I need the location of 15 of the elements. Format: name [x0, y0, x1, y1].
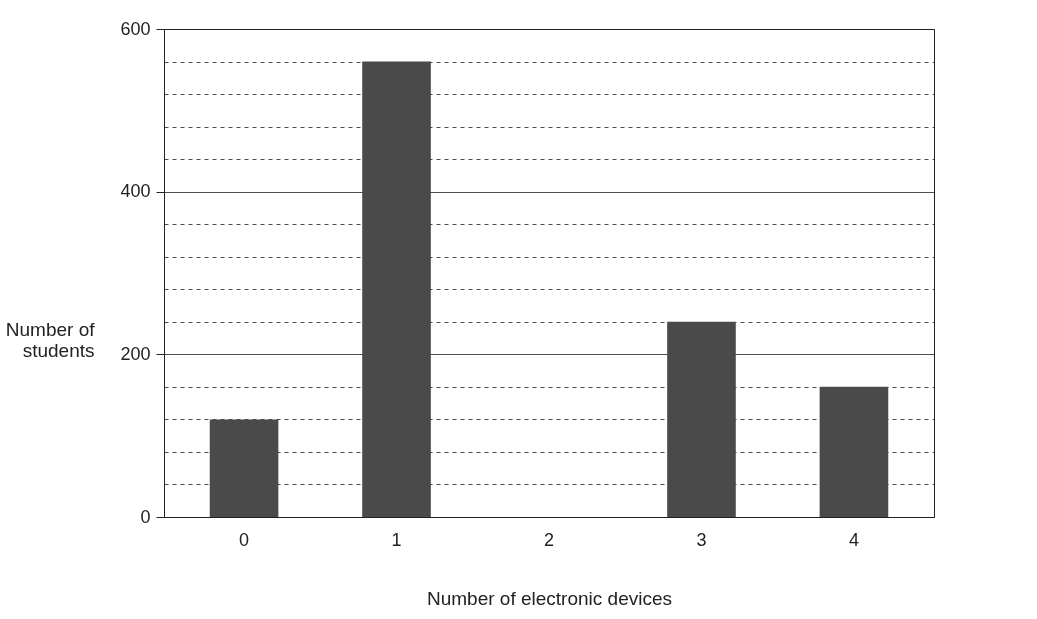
x-tick-label: 2: [543, 529, 555, 550]
y-tick-label: 600: [120, 18, 151, 39]
bar: [819, 386, 889, 517]
y-tick-label: 400: [120, 181, 151, 202]
y-axis-title: Number of students: [5, 318, 96, 361]
x-tick-label: 3: [696, 529, 707, 550]
y-tick-label: 0: [140, 506, 151, 527]
x-tick-label: 0: [239, 529, 250, 550]
x-axis-title: Number of electronic devices: [427, 587, 672, 609]
bar: [209, 419, 279, 517]
x-tick-label: 4: [848, 529, 859, 550]
y-tick-label: 200: [120, 343, 151, 364]
bar: [362, 61, 431, 517]
x-tick-label: 1: [391, 529, 402, 550]
bar: [667, 321, 736, 517]
